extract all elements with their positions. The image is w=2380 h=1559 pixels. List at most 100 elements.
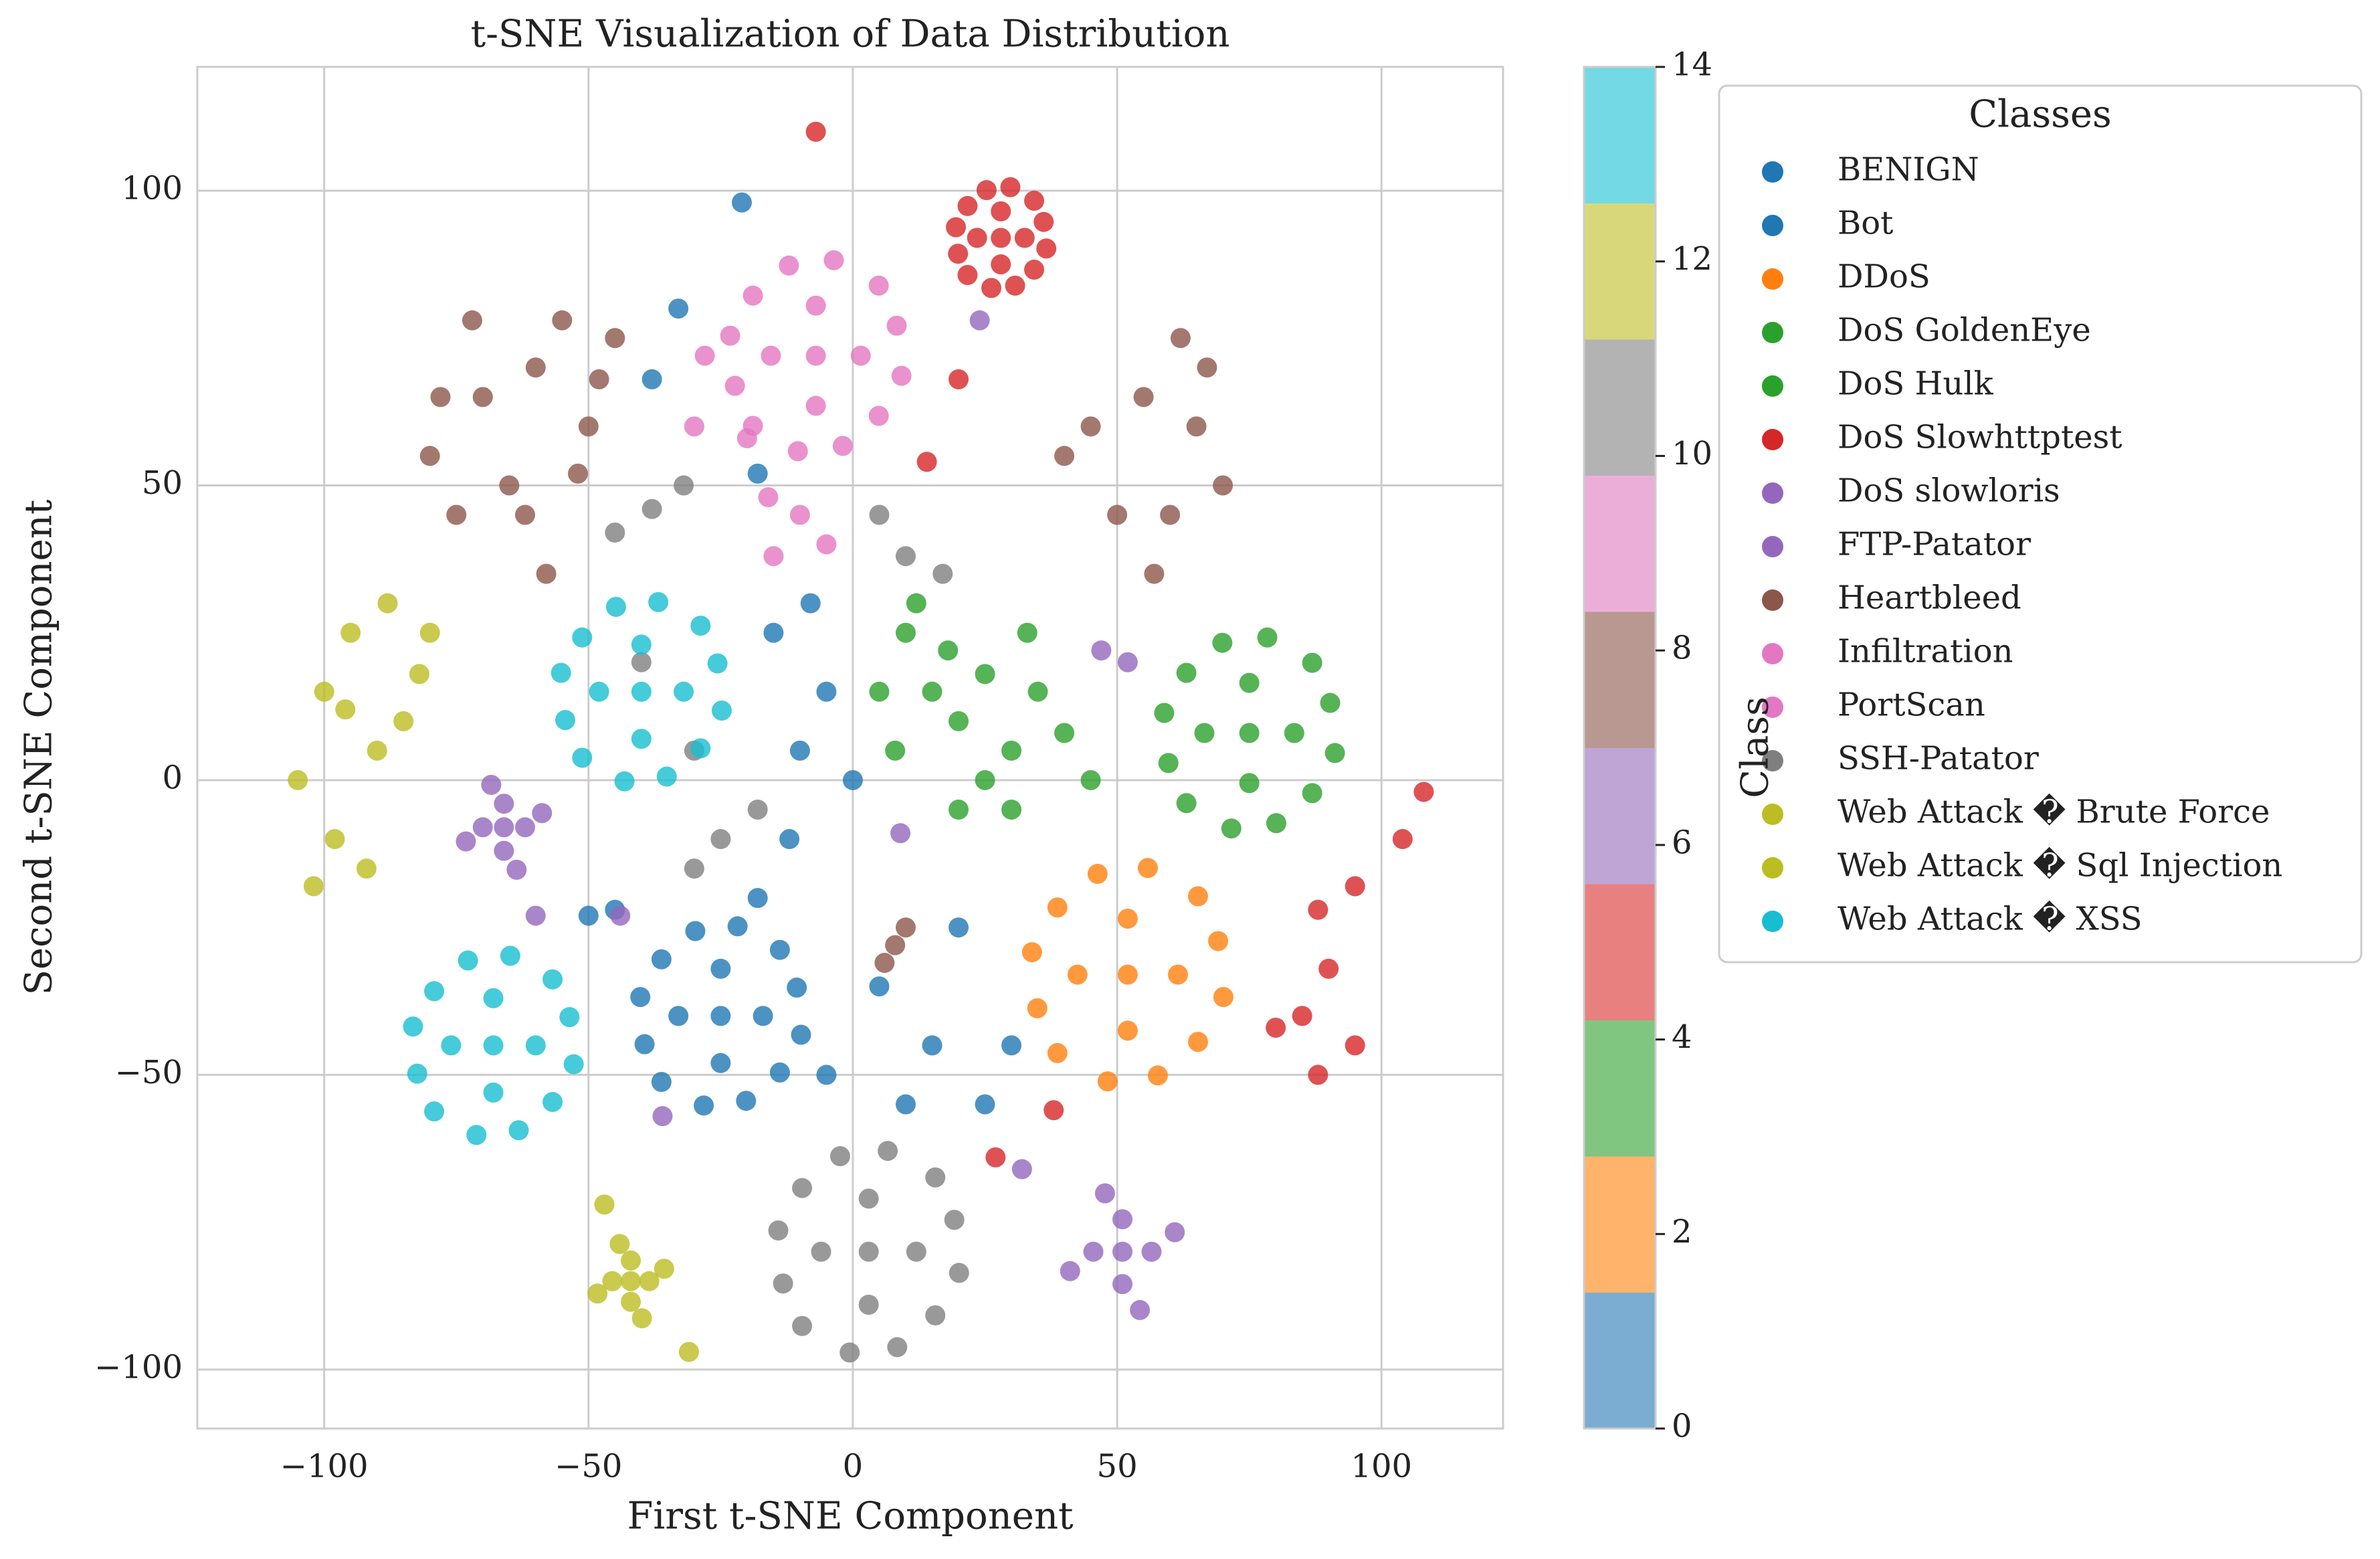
legend-marker: [1762, 697, 1783, 718]
point: [792, 1178, 813, 1198]
colorbar-tick-label: 2: [1672, 1213, 1692, 1251]
point: [563, 1054, 584, 1075]
point: [466, 1125, 487, 1145]
point: [769, 939, 790, 960]
point: [779, 829, 800, 850]
legend-label: Infiltration: [1838, 633, 2013, 670]
point: [858, 1295, 879, 1315]
point: [589, 681, 609, 702]
point: [483, 988, 504, 1008]
point: [949, 800, 969, 820]
point: [906, 593, 926, 614]
colorbar-band: [1584, 67, 1656, 203]
point: [481, 775, 502, 795]
point: [1160, 505, 1181, 525]
point: [1021, 942, 1042, 963]
colorbar-band: [1584, 612, 1656, 748]
point: [367, 740, 387, 761]
point: [1005, 275, 1025, 296]
point: [303, 876, 324, 897]
x-tick-label: 100: [1351, 1448, 1412, 1485]
point: [710, 829, 731, 850]
point: [1208, 931, 1229, 951]
point: [651, 1072, 672, 1092]
point: [324, 829, 345, 850]
legend: BENIGN Bot DDoS DoS GoldenEye DoS Hulk DoS Sl…: [1762, 151, 2282, 938]
point: [878, 1141, 898, 1162]
point: [710, 1052, 731, 1073]
point: [1345, 876, 1365, 897]
point: [641, 498, 662, 519]
point: [816, 1065, 837, 1085]
point: [340, 622, 361, 643]
point: [631, 634, 652, 655]
point: [446, 505, 467, 525]
y-tick-label: −100: [94, 1348, 183, 1386]
point: [773, 1273, 793, 1294]
point: [946, 217, 967, 238]
point: [605, 328, 625, 349]
point: [1239, 723, 1260, 743]
point: [494, 840, 514, 861]
point: [1144, 563, 1165, 584]
point: [506, 859, 527, 880]
point: [621, 1250, 641, 1271]
point: [949, 369, 969, 389]
point: [895, 1094, 916, 1115]
point: [1413, 782, 1434, 802]
point: [694, 1095, 714, 1116]
point: [991, 254, 1011, 275]
point: [610, 905, 631, 926]
chart-title: t-SNE Visualization of Data Distribution: [471, 13, 1230, 56]
legend-marker: [1762, 268, 1783, 290]
point: [684, 416, 704, 437]
legend-label: DoS slowloris: [1838, 472, 2060, 510]
point: [710, 958, 731, 979]
point: [969, 310, 990, 331]
point: [424, 1101, 445, 1122]
point: [605, 596, 626, 617]
point: [906, 1241, 926, 1262]
point: [631, 681, 652, 702]
point: [768, 1220, 789, 1241]
point: [1080, 769, 1101, 790]
point: [975, 664, 995, 684]
point: [922, 681, 943, 702]
point: [1194, 723, 1215, 743]
point: [684, 858, 704, 879]
point: [816, 534, 837, 555]
point: [1000, 177, 1021, 197]
point: [823, 250, 844, 270]
colorbar-band: [1584, 339, 1656, 476]
point: [1167, 964, 1188, 985]
point: [1130, 1299, 1151, 1320]
colorbar-tick-label: 14: [1672, 46, 1712, 84]
point: [944, 1210, 965, 1230]
point: [1266, 1017, 1286, 1038]
colorbar-band: [1584, 475, 1656, 612]
point: [1097, 1071, 1118, 1092]
point: [1001, 800, 1022, 820]
point: [991, 227, 1011, 248]
point: [1112, 1241, 1132, 1262]
point: [891, 365, 912, 386]
point: [1318, 958, 1339, 979]
point: [869, 681, 890, 702]
point: [949, 1263, 969, 1283]
legend-marker: [1762, 750, 1783, 771]
point: [1117, 1020, 1138, 1041]
legend-label: PortScan: [1838, 686, 1985, 724]
point: [377, 593, 398, 614]
point: [842, 769, 863, 790]
point: [472, 387, 493, 407]
point: [800, 593, 821, 614]
point: [791, 1024, 811, 1045]
point: [525, 1035, 546, 1056]
point: [1345, 1035, 1365, 1056]
colorbar-band: [1584, 1020, 1656, 1157]
point: [787, 978, 807, 998]
point: [727, 916, 748, 937]
point: [975, 769, 995, 790]
point: [1284, 723, 1304, 743]
legend-marker: [1762, 161, 1783, 183]
